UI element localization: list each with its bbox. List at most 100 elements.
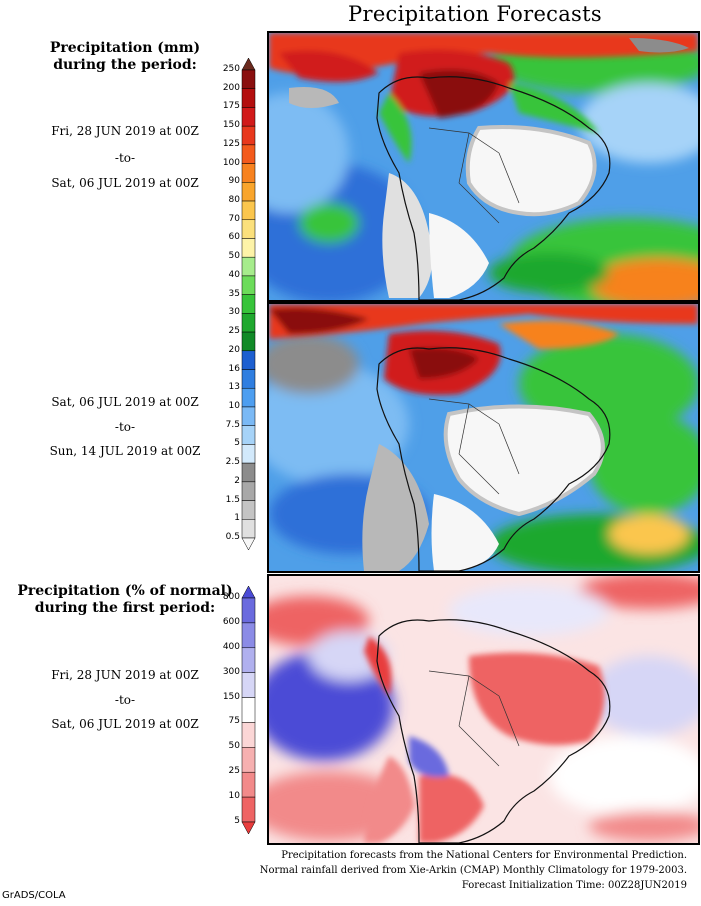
pct-heading-line2: during the first period: bbox=[34, 600, 216, 616]
mm-colorbar-swatch bbox=[241, 256, 256, 277]
mm-colorbar-level-label: 5 bbox=[234, 438, 240, 449]
mm-heading-line2: during the period: bbox=[53, 57, 197, 73]
map-period1-mm bbox=[267, 31, 700, 302]
mm-colorbar-level-label: 2.5 bbox=[225, 457, 240, 468]
pct-colorbar-level-label: 800 bbox=[222, 592, 240, 602]
mm-colorbar-level-label: 30 bbox=[228, 307, 240, 318]
mm-colorbar-swatch bbox=[241, 444, 256, 464]
map-period2-mm bbox=[267, 302, 700, 573]
mm-colorbar-level-label: 100 bbox=[222, 157, 240, 168]
mm-colorbar-swatch bbox=[241, 462, 256, 483]
mm-colorbar-swatch bbox=[241, 69, 256, 89]
mm-colorbar-level-label: 0.5 bbox=[225, 532, 240, 542]
mm-colorbar-level-label: 7.5 bbox=[225, 419, 240, 430]
pct-colorbar-swatch bbox=[241, 672, 256, 698]
mm-colorbar-swatch bbox=[241, 125, 256, 146]
pct-colorbar-swatch bbox=[241, 722, 256, 748]
mm-colorbar-level-label: 200 bbox=[222, 82, 240, 93]
mm-colorbar-swatch bbox=[241, 331, 256, 352]
period2-start: Sat, 06 JUL 2019 at 00Z bbox=[51, 395, 199, 409]
pct-period-start: Fri, 28 JUN 2019 at 00Z bbox=[51, 668, 199, 682]
credit-label: GrADS/COLA bbox=[2, 890, 66, 901]
mm-colorbar-level-label: 20 bbox=[228, 344, 240, 355]
pct-colorbar-level-label: 75 bbox=[228, 716, 240, 727]
mm-colorbar-level-label: 70 bbox=[228, 213, 240, 224]
mm-colorbar-svg bbox=[241, 57, 256, 551]
pct-colorbar-level-label: 5 bbox=[234, 816, 240, 826]
mm-colorbar-level-label: 150 bbox=[222, 120, 240, 131]
pct-colorbar-swatch bbox=[241, 622, 256, 649]
pct-colorbar: 800 600 400 300 150 75 50 25 10 5 bbox=[214, 585, 264, 835]
mm-colorbar-level-label: 1 bbox=[234, 513, 240, 524]
mm-colorbar-swatch bbox=[241, 519, 256, 539]
mm-colorbar: 250 200 175 150 125 100 90 80 70 60 50 40 35 30 25 20 16… bbox=[214, 57, 264, 551]
pct-colorbar-level-label: 300 bbox=[222, 666, 240, 677]
mm-colorbar-swatch bbox=[241, 238, 256, 258]
page-title: Precipitation Forecasts bbox=[348, 2, 602, 26]
mm-colorbar-swatch bbox=[241, 182, 256, 202]
pct-period-end: Sat, 06 JUL 2019 at 00Z bbox=[51, 717, 199, 731]
pct-heading-line1: Precipitation (% of normal) bbox=[17, 583, 233, 599]
pct-colorbar-level-label: 150 bbox=[222, 691, 240, 702]
mm-colorbar-swatch bbox=[241, 369, 256, 389]
mm-colorbar-level-label: 175 bbox=[222, 101, 240, 112]
footer-notes: Precipitation forecasts from the Nationa… bbox=[260, 848, 687, 893]
mm-colorbar-level-label: 13 bbox=[228, 382, 240, 393]
pct-colorbar-swatch bbox=[241, 747, 256, 773]
map-percent-normal bbox=[267, 574, 700, 845]
mm-colorbar-level-label: 1.5 bbox=[225, 494, 240, 505]
mm-colorbar-bottom-arrow bbox=[241, 537, 256, 551]
pct-colorbar-level-label: 600 bbox=[222, 616, 240, 627]
mm-colorbar-swatch bbox=[241, 350, 256, 370]
mm-colorbar-level-label: 35 bbox=[228, 288, 240, 299]
footer-line1: Precipitation forecasts from the Nationa… bbox=[281, 850, 687, 861]
pct-colorbar-level-label: 10 bbox=[228, 791, 240, 802]
pct-colorbar-level-label: 400 bbox=[222, 641, 240, 652]
mm-colorbar-swatch bbox=[241, 406, 256, 426]
period1-end: Sat, 06 JUL 2019 at 00Z bbox=[51, 176, 199, 190]
pct-colorbar-level-label: 25 bbox=[228, 766, 240, 777]
mm-colorbar-swatch bbox=[241, 200, 256, 221]
pct-colorbar-swatch bbox=[241, 697, 256, 723]
pct-colorbar-bottom-arrow bbox=[241, 821, 256, 835]
pct-colorbar-swatch bbox=[241, 647, 256, 673]
mm-heading: Precipitation (mm) during the period: bbox=[0, 40, 250, 74]
pct-colorbar-level-label: 50 bbox=[228, 741, 240, 752]
period1-start: Fri, 28 JUN 2019 at 00Z bbox=[51, 124, 199, 138]
mm-colorbar-swatch bbox=[241, 481, 256, 501]
mm-colorbar-level-label: 90 bbox=[228, 176, 240, 187]
mm-colorbar-swatch bbox=[241, 144, 256, 164]
mm-colorbar-level-label: 250 bbox=[222, 64, 240, 74]
mm-heading-line1: Precipitation (mm) bbox=[49, 40, 201, 56]
mm-colorbar-level-label: 80 bbox=[228, 195, 240, 206]
pct-heading: Precipitation (% of normal) during the f… bbox=[0, 583, 250, 617]
pct-colorbar-swatch bbox=[241, 796, 256, 823]
mm-colorbar-swatch bbox=[241, 500, 256, 520]
mm-colorbar-swatch bbox=[241, 387, 256, 408]
footer-line3: Forecast Initialization Time: 00Z28JUN20… bbox=[461, 880, 687, 891]
period2-sep: -to- bbox=[114, 420, 136, 434]
period2-end: Sun, 14 JUL 2019 at 00Z bbox=[49, 444, 201, 458]
mm-colorbar-level-label: 2 bbox=[234, 475, 240, 486]
mm-colorbar-level-label: 60 bbox=[228, 232, 240, 243]
pct-colorbar-swatch bbox=[241, 771, 256, 798]
mm-colorbar-swatch bbox=[241, 294, 256, 314]
mm-colorbar-swatch bbox=[241, 313, 256, 333]
period1-sep: -to- bbox=[114, 151, 136, 165]
pct-colorbar-swatch bbox=[241, 597, 256, 624]
pct-colorbar-svg bbox=[241, 585, 256, 835]
mm-colorbar-level-label: 16 bbox=[228, 363, 240, 374]
pct-period-sep: -to- bbox=[114, 693, 136, 707]
mm-colorbar-swatch bbox=[241, 425, 256, 445]
mm-colorbar-level-label: 25 bbox=[228, 326, 240, 337]
footer-line2: Normal rainfall derived from Xie-Arkin (… bbox=[259, 865, 687, 876]
mm-colorbar-swatch bbox=[241, 107, 256, 127]
mm-colorbar-level-label: 125 bbox=[222, 138, 240, 149]
mm-colorbar-top-arrow bbox=[241, 57, 256, 71]
mm-colorbar-level-label: 10 bbox=[228, 400, 240, 411]
mm-colorbar-level-label: 50 bbox=[228, 251, 240, 262]
mm-colorbar-level-label: 40 bbox=[228, 269, 240, 280]
mm-colorbar-swatch bbox=[241, 88, 256, 108]
pct-colorbar-top-arrow bbox=[241, 585, 256, 599]
mm-colorbar-swatch bbox=[241, 275, 256, 295]
